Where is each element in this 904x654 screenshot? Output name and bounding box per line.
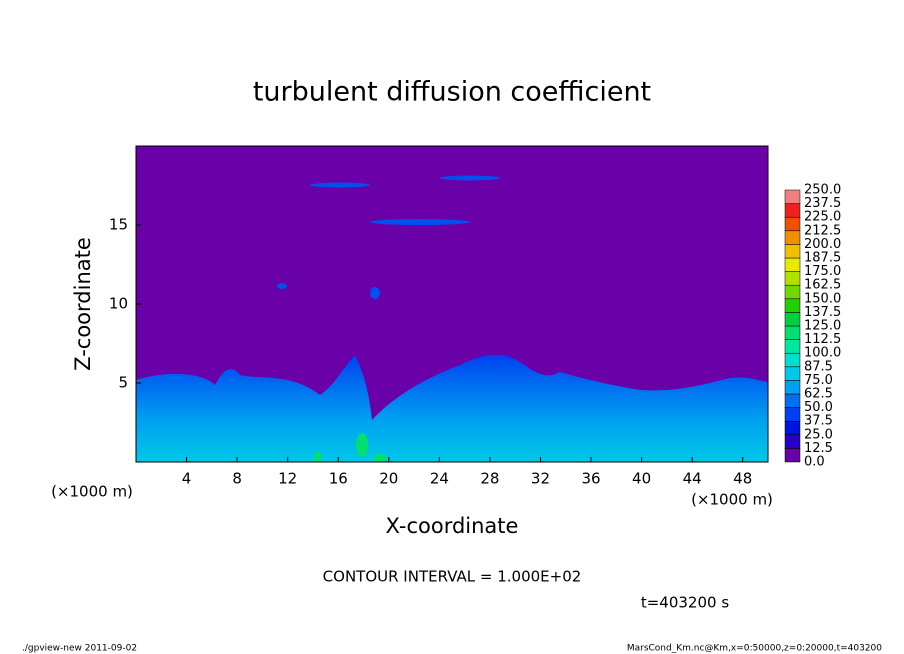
- colorbar-box: [784, 339, 801, 354]
- colorbar-label: 225.0: [804, 210, 841, 225]
- colorbar-box: [784, 284, 801, 300]
- colorbar-label: 200.0: [804, 237, 841, 252]
- x-axis-label: X-coordinate: [386, 514, 519, 538]
- x-tick-label: 24: [430, 470, 449, 488]
- colorbar-box: [784, 244, 801, 259]
- colorbar-label: 150.0: [804, 291, 841, 306]
- colorbar-label: 175.0: [804, 264, 841, 279]
- colorbar-label: 137.5: [804, 305, 841, 320]
- time-label: t=403200 s: [641, 594, 729, 612]
- field-streaks: [277, 175, 500, 299]
- chart-title: turbulent diffusion coefficient: [253, 77, 651, 108]
- colorbar-label: 112.5: [804, 332, 841, 347]
- colorbar-box: [784, 434, 801, 449]
- colorbar-label: 75.0: [804, 373, 833, 388]
- x-tick-label: 40: [632, 470, 651, 488]
- colorbar-label: 100.0: [804, 346, 841, 361]
- colorbar-label: 0.0: [804, 455, 825, 470]
- field-lower: [136, 354, 768, 462]
- colorbar-label: 37.5: [804, 414, 833, 429]
- x-tick-label: 36: [581, 470, 600, 488]
- colorbar-label: 62.5: [804, 387, 833, 402]
- x-tick-label: 48: [733, 470, 752, 488]
- x-tick-label: 20: [379, 470, 398, 488]
- x-unit-label: (×1000 m): [51, 483, 133, 501]
- contour-interval: CONTOUR INTERVAL = 1.000E+02: [323, 568, 582, 586]
- colorbar-box: [784, 393, 801, 408]
- x-tick-label: 16: [329, 470, 348, 488]
- colorbar-label: 237.5: [804, 196, 841, 211]
- colorbar-box: [784, 257, 801, 272]
- y-axis-label: Z-coordinate: [71, 237, 95, 371]
- colorbar-box: [784, 312, 801, 327]
- y-tick-label: 5: [118, 374, 128, 392]
- colorbar-box: [784, 407, 801, 422]
- colorbar-box: [784, 448, 801, 463]
- x-tick-label: 4: [182, 470, 192, 488]
- colorbar-label: 50.0: [804, 400, 833, 415]
- colorbar-label: 125.0: [804, 319, 841, 334]
- colorbar-box: [784, 203, 801, 218]
- colorbar-label: 162.5: [804, 278, 841, 293]
- colorbar-box: [784, 216, 801, 232]
- colorbar-box: [784, 352, 801, 368]
- colorbar-box: [784, 366, 801, 381]
- colorbar-label: 212.5: [804, 223, 841, 238]
- colorbar-label: 25.0: [804, 427, 833, 442]
- colorbar-label: 250.0: [804, 183, 841, 198]
- colorbar-box: [784, 325, 801, 340]
- x-tick-label: 28: [480, 470, 499, 488]
- x-tick-label: 12: [278, 470, 297, 488]
- colorbar-box: [784, 380, 801, 395]
- x-tick-label: 8: [232, 470, 242, 488]
- colorbar-label: 87.5: [804, 359, 833, 374]
- colorbar-box: [784, 420, 801, 436]
- x-tick-label: 44: [683, 470, 702, 488]
- colorbar-box: [784, 298, 801, 313]
- colorbar-box: [784, 230, 801, 245]
- colorbar-label: 187.5: [804, 251, 841, 266]
- footer-left: ./gpview-new 2011-09-02: [22, 644, 137, 654]
- x-tick-label: 32: [531, 470, 550, 488]
- x-unit-label: (×1000 m): [691, 491, 773, 509]
- y-tick-label: 15: [109, 216, 128, 234]
- field-green: [314, 433, 387, 462]
- footer-right: MarsCond_Km.nc@Km,x=0:50000,z=0:20000,t=…: [627, 644, 882, 654]
- colorbar-box: [784, 271, 801, 286]
- colorbar-box: [784, 189, 801, 204]
- colorbar-label: 12.5: [804, 441, 833, 456]
- y-tick-label: 10: [109, 295, 128, 313]
